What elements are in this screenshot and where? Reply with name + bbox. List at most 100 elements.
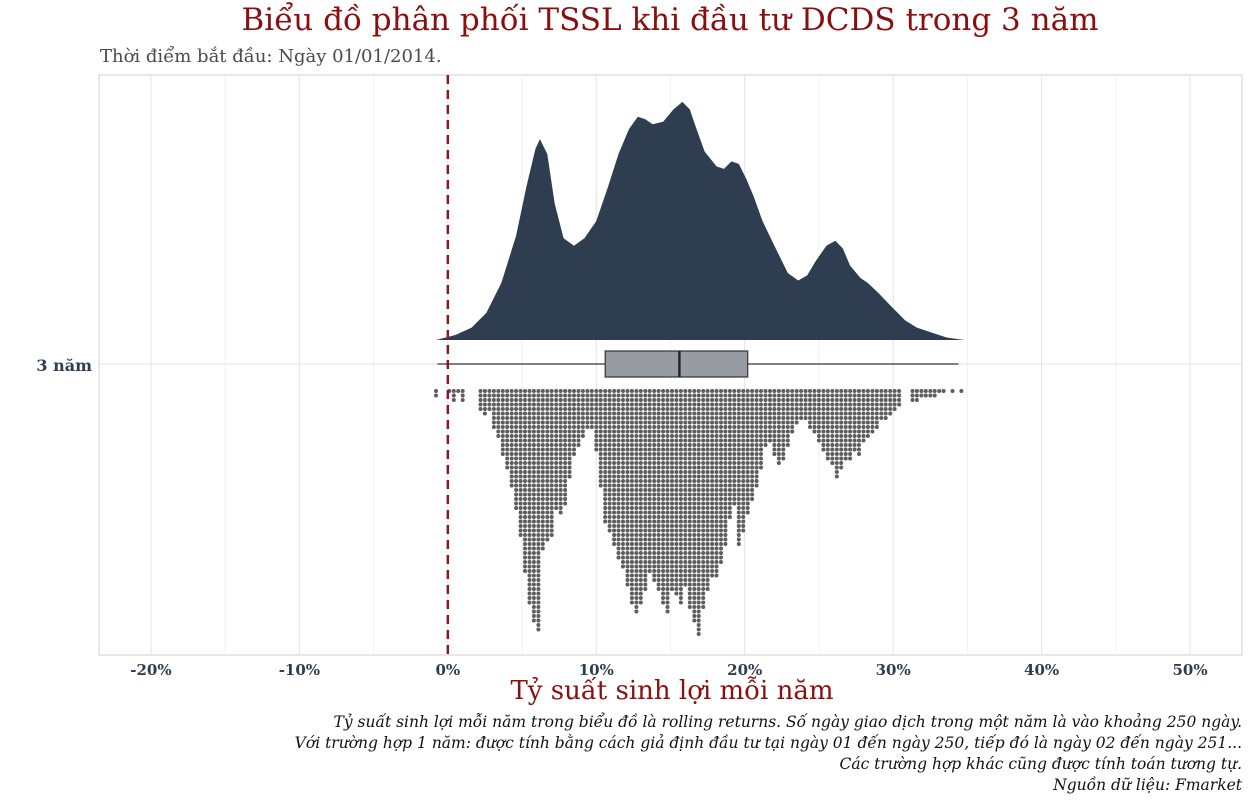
dot (536, 501, 541, 506)
dot (536, 456, 541, 461)
dot (594, 434, 599, 438)
dot (701, 429, 706, 434)
dot (661, 582, 666, 587)
dot (687, 578, 692, 582)
dot (598, 474, 603, 479)
dot (723, 465, 728, 470)
dot (536, 393, 541, 398)
dot (629, 542, 634, 546)
dot (745, 425, 750, 429)
dot (523, 506, 527, 510)
dot (638, 551, 643, 555)
dot (625, 438, 630, 443)
dot (576, 429, 581, 434)
dot (670, 470, 674, 474)
dot (732, 420, 737, 425)
dot (558, 501, 563, 506)
dot (674, 587, 679, 591)
dot (874, 393, 879, 398)
dot (531, 438, 536, 443)
dot (629, 461, 634, 465)
dot (531, 510, 536, 515)
dot (625, 407, 630, 411)
dot (848, 393, 853, 398)
dot (670, 452, 674, 456)
dot (834, 407, 839, 411)
dot (723, 519, 728, 524)
dot (750, 461, 755, 465)
dot (616, 542, 621, 546)
dot (603, 497, 608, 501)
dot (634, 452, 639, 456)
dot (572, 407, 576, 411)
dot (741, 393, 746, 398)
dot (585, 411, 590, 416)
dot (843, 447, 848, 452)
dot (643, 492, 648, 497)
dot (674, 569, 679, 573)
dot (616, 546, 621, 551)
dot (745, 452, 750, 456)
dot (785, 416, 790, 420)
dot (652, 492, 657, 497)
dot (687, 510, 692, 515)
dot (799, 398, 804, 402)
dot (692, 420, 697, 425)
dot (540, 398, 545, 402)
dot (741, 407, 746, 411)
dot (549, 420, 554, 425)
dot (732, 447, 737, 452)
dot (834, 434, 839, 438)
dot (652, 546, 657, 551)
dot (772, 402, 777, 407)
dot (834, 465, 839, 470)
dot (549, 456, 554, 461)
dot (670, 569, 674, 573)
dot (576, 420, 581, 425)
dot (634, 573, 639, 578)
dot (491, 407, 496, 411)
dot (692, 416, 697, 420)
dot (661, 479, 666, 483)
dot (540, 510, 545, 515)
dot (625, 533, 630, 537)
dot (678, 600, 683, 605)
dot (505, 402, 510, 407)
dot (768, 398, 772, 402)
dot (830, 393, 835, 398)
dot (678, 447, 683, 452)
dot (696, 393, 701, 398)
dot (621, 497, 625, 501)
dot (625, 452, 630, 456)
dot (830, 461, 835, 465)
dot (523, 488, 527, 492)
dot (580, 411, 585, 416)
dot (665, 479, 670, 483)
dot (500, 447, 505, 452)
dot (714, 533, 719, 537)
dot (540, 492, 545, 497)
dot (629, 519, 634, 524)
dot (527, 519, 532, 524)
dot (505, 411, 510, 416)
dot (816, 398, 821, 402)
dot (549, 416, 554, 420)
dot (616, 411, 621, 416)
dot (558, 389, 563, 393)
dot (776, 402, 781, 407)
dot (518, 510, 523, 515)
dot (781, 425, 786, 429)
dot (549, 434, 554, 438)
dot (527, 582, 532, 587)
dot (505, 398, 510, 402)
dot (830, 398, 835, 402)
dot (914, 398, 919, 402)
dot (674, 537, 679, 542)
dot (572, 447, 576, 452)
dot (536, 411, 541, 416)
dot (745, 420, 750, 425)
dot (518, 407, 523, 411)
dot (683, 393, 688, 398)
dot (683, 470, 688, 474)
dot (812, 389, 817, 393)
